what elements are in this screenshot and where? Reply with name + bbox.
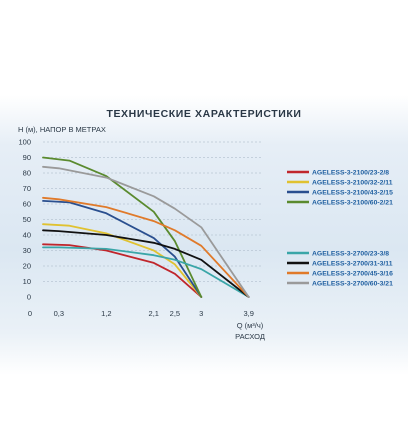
- x-tick-labels: 0 0,3 1,2 2,1 2,5 3 3,9: [28, 309, 254, 318]
- grid-layer: [43, 141, 262, 282]
- series-line: [42, 246, 250, 298]
- series-line: [42, 229, 250, 298]
- y-tick-label: 100: [18, 138, 31, 147]
- y-tick-label: 10: [23, 277, 31, 286]
- legend-label: AGELESS-3-2100/32-2/11: [312, 180, 393, 187]
- x-tick-label: 2,1: [149, 309, 159, 318]
- x-tick-label: 0,3: [54, 309, 64, 318]
- legend-label: AGELESS-3-2100/60-2/21: [312, 200, 393, 207]
- x-tick-label: 3: [199, 309, 203, 318]
- x-tick-label: 0: [28, 309, 32, 318]
- legend-label: AGELESS-3-2700/23-3/8: [312, 251, 389, 258]
- y-tick-labels: 0 10 20 30 40 50 60 70 80 90 100: [18, 138, 31, 302]
- x-axis-label-secondary: РАСХОД: [235, 332, 265, 341]
- series-line: [42, 196, 250, 298]
- series-line: [42, 165, 250, 298]
- x-tick-label: 1,2: [101, 309, 111, 318]
- series-layer: [42, 156, 250, 298]
- chart-title: ТЕХНИЧЕСКИЕ ХАРАКТЕРИСТИКИ: [106, 108, 301, 120]
- series-line: [42, 223, 203, 298]
- x-tick-label: 2,5: [170, 309, 180, 318]
- legend-label: AGELESS-3-2100/23-2/8: [312, 170, 389, 177]
- legend-label: AGELESS-3-2700/60-3/21: [312, 281, 393, 288]
- x-axis-label: Q (м³/ч): [237, 321, 264, 330]
- legend-label: AGELESS-3-2100/43-2/15: [312, 190, 393, 197]
- legend-label: AGELESS-3-2700/31-3/11: [312, 261, 393, 268]
- series-line: [42, 243, 203, 298]
- y-tick-label: 40: [23, 231, 31, 240]
- y-tick-label: 80: [23, 169, 31, 178]
- x-tick-label: 3,9: [244, 309, 254, 318]
- y-tick-label: 90: [23, 153, 31, 162]
- y-tick-label: 20: [23, 262, 31, 271]
- y-tick-label: 60: [23, 200, 31, 209]
- legend: AGELESS-3-2100/23-2/8 AGELESS-3-2100/32-2…: [287, 170, 393, 288]
- y-tick-label: 30: [23, 246, 31, 255]
- series-line: [42, 200, 203, 298]
- y-axis-label: H (м), НАПОР В МЕТРАХ: [18, 125, 106, 134]
- y-tick-label: 50: [23, 215, 31, 224]
- y-tick-label: 0: [27, 293, 31, 302]
- y-tick-label: 70: [23, 184, 31, 193]
- legend-label: AGELESS-3-2700/45-3/16: [312, 271, 393, 278]
